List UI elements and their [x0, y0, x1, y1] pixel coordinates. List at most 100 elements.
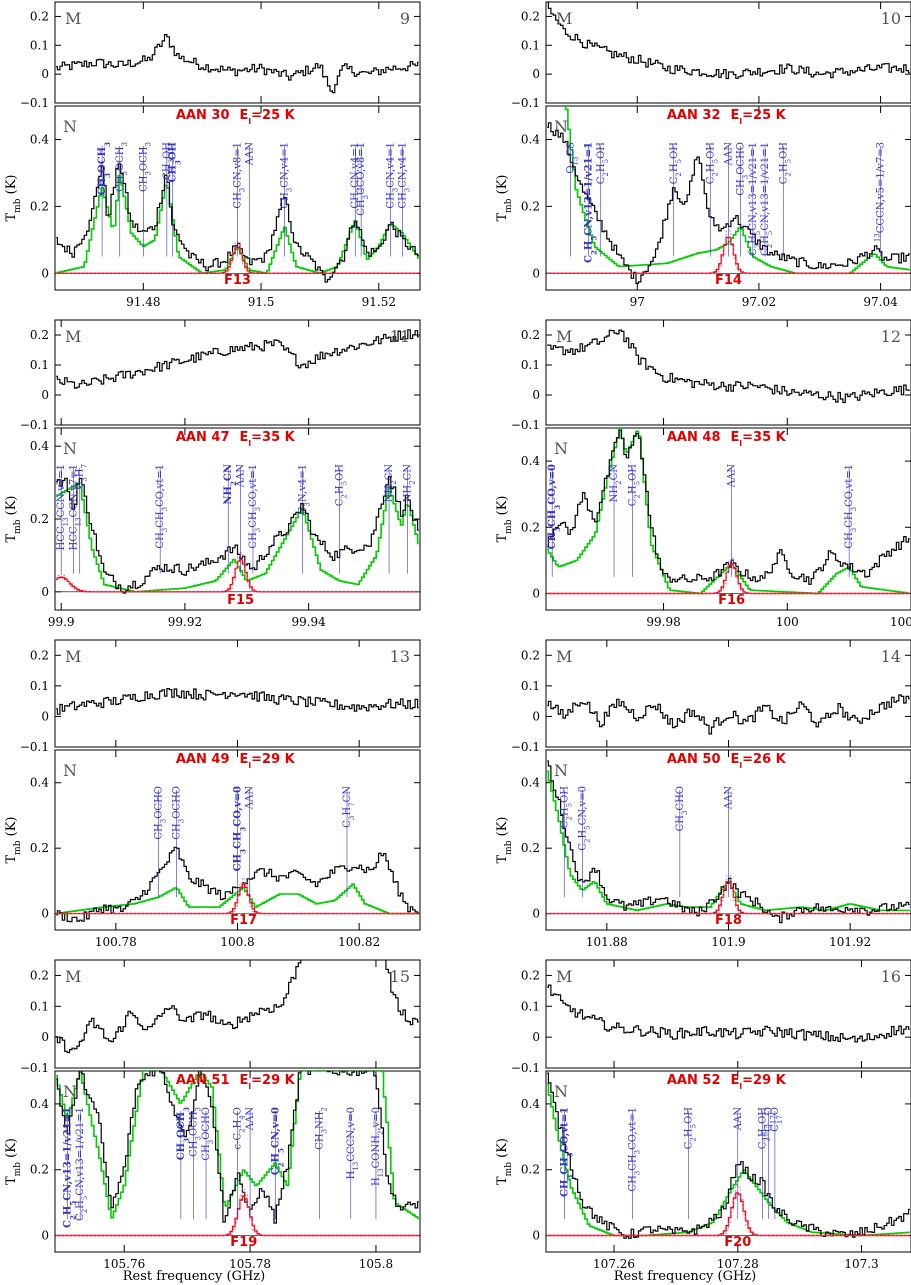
- m-panel-letter: M: [65, 967, 81, 986]
- m-ytick-label: 0.1: [521, 38, 540, 52]
- m-frame: [54, 959, 421, 1069]
- x-axis-title-left: Rest frequency (GHz): [123, 1269, 265, 1284]
- energy-label: El=35 K: [240, 430, 296, 448]
- xtick-label: 99.9: [48, 615, 75, 629]
- energy-label: El=35 K: [731, 430, 787, 448]
- n-ytick-label: 0: [41, 1229, 49, 1243]
- line-label-group: C2H5OH: [669, 142, 683, 257]
- m-ytick-label: −0.1: [20, 418, 49, 432]
- m-frame: [545, 1, 911, 104]
- line-label: NH2CN: [384, 464, 398, 503]
- line-label: CH3OCHO: [201, 1107, 215, 1161]
- line-label: 13C17O: [762, 1107, 778, 1141]
- panel-15: −0.1 0 0.1 0.2 0 0.2 0.4 105.76 105.78 105.8 C2H5C…: [4, 959, 421, 1271]
- line-label: H13CCCN,v=0: [346, 1107, 360, 1179]
- energy-label: El=29 K: [731, 1073, 787, 1091]
- line-label: C3N,v4=1: [297, 464, 311, 514]
- line-label: NH2CN: [403, 464, 417, 503]
- n-model-full-line: [56, 883, 419, 915]
- xtick-label: 100.78: [95, 935, 137, 949]
- line-label: CH3CN,v8=1: [233, 142, 247, 209]
- xtick-label: 105.78: [229, 1257, 271, 1271]
- line-label: C2H5OH: [559, 786, 573, 829]
- line-label: CH3CN,v4=1: [397, 142, 411, 209]
- feature-label: F14: [715, 273, 742, 288]
- m-ytick-label: 0.1: [521, 358, 540, 372]
- n-ytick-label: 0.2: [30, 199, 49, 213]
- m-ytick-label: 0.1: [521, 999, 540, 1013]
- line-label: C3H7: [75, 464, 89, 489]
- line-label: C2H5OH: [778, 142, 792, 185]
- feature-label: F15: [227, 593, 254, 608]
- line-label: CH3CN,v4=1: [386, 142, 400, 209]
- line-label: C2H5CN,v13=1/v21=1: [63, 1107, 78, 1228]
- m-spectrum-line: [56, 329, 419, 389]
- n-frame: [54, 1070, 421, 1253]
- line-label: CH3OCHO: [153, 786, 167, 840]
- line-label: CH3CN,v4=1: [280, 142, 294, 209]
- xtick-label: 99.92: [168, 615, 202, 629]
- xtick-label: 91.52: [362, 295, 396, 309]
- n-panel-letter: N: [63, 1082, 77, 1101]
- m-ytick-label: −0.1: [511, 740, 540, 754]
- n-ytick-label: 0.2: [30, 1163, 49, 1177]
- n-frame: [545, 105, 911, 291]
- line-label: AAN: [724, 786, 735, 810]
- line-label: C2H5OH: [628, 464, 642, 507]
- m-spectrum-line: [547, 694, 910, 735]
- line-label-group: 13C17O: [762, 1107, 778, 1220]
- line-label-group: CH3CN,v4=1: [350, 142, 364, 257]
- n-ytick-label: 0.4: [30, 132, 49, 146]
- line-label-group: CH3CH3CO,vt=1: [560, 1107, 575, 1220]
- m-spectrum-line: [547, 329, 910, 404]
- feature-label: F13: [224, 273, 251, 288]
- n-ytick-label: 0: [41, 266, 49, 280]
- n-frame: [545, 1070, 911, 1253]
- line-label-group: C2H5OH: [628, 464, 642, 577]
- m-panel-letter: M: [65, 9, 81, 28]
- line-label: CH3CH3CO,vt=1: [155, 464, 169, 549]
- line-label: C2H5OH: [705, 142, 719, 185]
- m-ytick-label: 0: [41, 1030, 49, 1044]
- n-frame: [54, 427, 421, 611]
- line-label-group: CH3OCHO: [153, 786, 167, 898]
- m-ytick-label: −0.1: [20, 1061, 49, 1075]
- m-ytick-label: −0.1: [511, 96, 540, 110]
- line-label-group: C2H5OH: [683, 1107, 697, 1220]
- n-ytick-label: 0: [532, 907, 540, 921]
- m-panel-letter: M: [556, 9, 572, 28]
- line-label-group: C2H5CN,v13=1/v21=1: [75, 1107, 89, 1221]
- line-label-group: NH2CN: [609, 464, 623, 577]
- n-model-aan-line: [547, 563, 910, 595]
- line-label: AAN: [245, 1107, 256, 1131]
- m-panel-letter: M: [65, 327, 81, 346]
- m-ytick-label: 0: [41, 709, 49, 723]
- m-ytick-label: 0.2: [30, 328, 49, 342]
- y-axis-title: Tmb (K): [4, 817, 23, 864]
- line-label-group: C2H5CN,v13=1/v21=1: [760, 142, 774, 257]
- line-label: CH3CH3CO,vt=1: [560, 1107, 575, 1197]
- m-ytick-label: 0.2: [521, 328, 540, 342]
- m-frame: [545, 959, 911, 1069]
- line-label-group: C2H5OH: [705, 142, 719, 257]
- m-panel-letter: M: [556, 967, 572, 986]
- line-label: CH3CH3CO,v=0: [547, 464, 562, 549]
- n-ytick-label: 0: [41, 585, 49, 599]
- n-model-aan-components: [547, 230, 910, 274]
- xtick-label: 91.5: [248, 295, 275, 309]
- panel-13: −0.1 0 0.1 0.2 0 0.2 0.4 100.78 100.8 100.82 CH3OC…: [4, 639, 421, 949]
- line-label-group: CH3CHO: [675, 786, 689, 898]
- feature-label: F17: [230, 913, 257, 928]
- line-label: AAN: [727, 464, 738, 488]
- line-label-group: CH3CN,v4=1: [280, 142, 294, 257]
- m-ytick-label: 0.2: [521, 9, 540, 23]
- line-label-group: CH3OCHO: [172, 786, 186, 898]
- line-label: C2H5CN,v=0: [578, 786, 592, 851]
- m-ytick-label: 0.1: [521, 679, 540, 693]
- line-label-group: C2H5CN,v13=1/v21=1: [584, 142, 599, 263]
- line-label-group: C3H7: [75, 464, 89, 574]
- transition-title: AAN 49: [176, 752, 230, 767]
- line-label: 13CCCN,v5=1/v7=3: [874, 142, 887, 242]
- m-spectrum-line: [56, 34, 419, 94]
- transition-title: AAN 48: [667, 430, 721, 445]
